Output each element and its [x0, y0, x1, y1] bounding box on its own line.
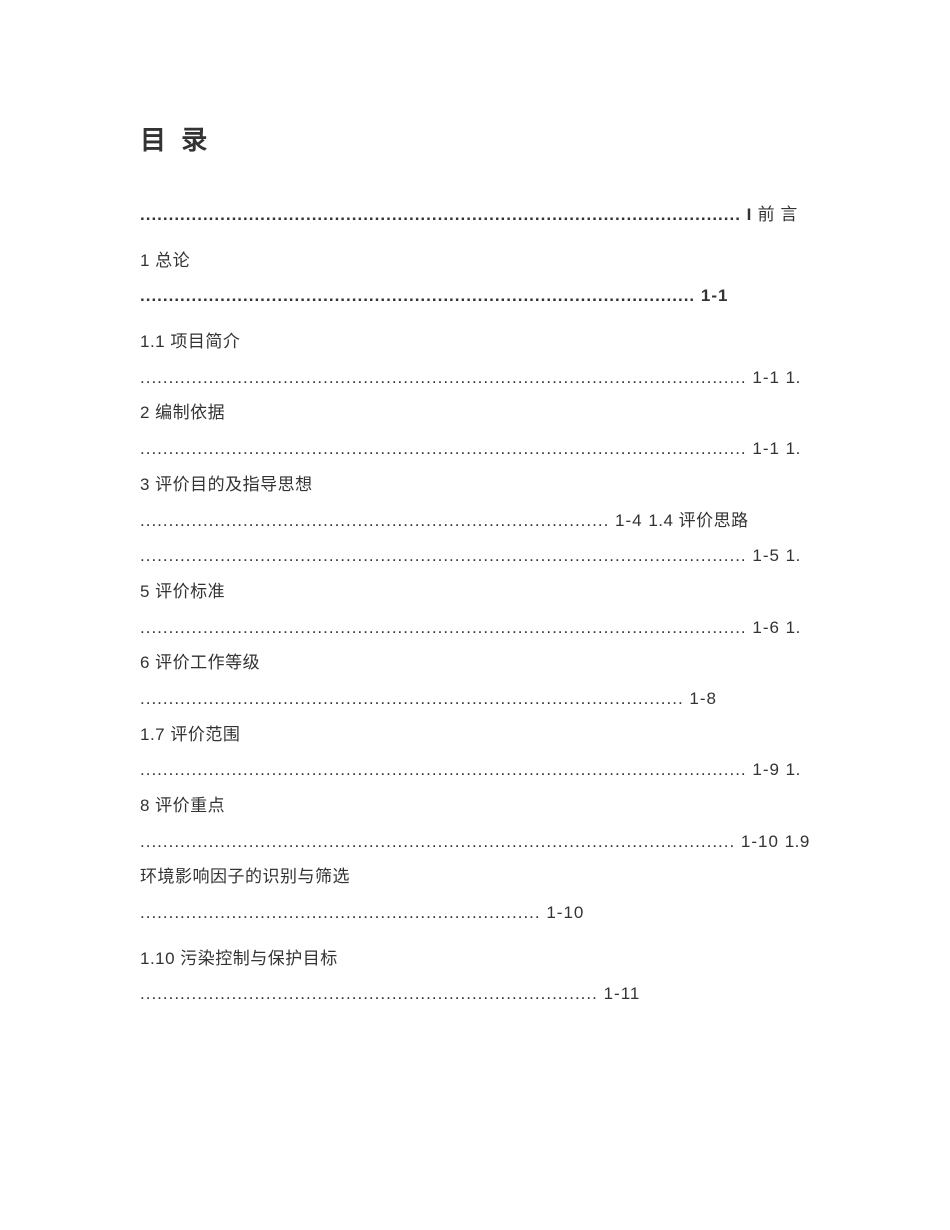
entry-1-4-label: 1.4 评价思路 [648, 511, 748, 530]
toc-entry-1-1-through-1-9: 1.1 项目简介 ...............................… [140, 324, 810, 931]
section-1-dots: ........................................… [140, 286, 728, 305]
preface-label: 前 言 [752, 205, 797, 224]
entry-1-1-dots: ........................................… [140, 368, 786, 387]
entry-1-10-dots: ........................................… [140, 984, 640, 1003]
entry-1-6-dots: ........................................… [140, 689, 717, 708]
entry-1-9-dots: ........................................… [140, 903, 584, 922]
entry-1-4-dots: ........................................… [140, 546, 786, 565]
entry-1-7-dots: ........................................… [140, 760, 786, 779]
entry-1-3-dots: ........................................… [140, 511, 648, 530]
toc-body: ........................................… [140, 197, 810, 1012]
toc-entry-1-10: 1.10 污染控制与保护目标 .........................… [140, 941, 810, 1012]
entry-1-8-dots: ........................................… [140, 832, 785, 851]
toc-entry-section-1: 1 总论 ...................................… [140, 243, 810, 314]
entry-1-2-dots: ........................................… [140, 439, 786, 458]
toc-entry-preface: ........................................… [140, 197, 810, 233]
entry-1-10-label: 1.10 污染控制与保护目标 [140, 949, 338, 968]
section-1-label: 1 总论 [140, 251, 190, 270]
toc-title: 目 录 [140, 120, 810, 157]
preface-dots: ........................................… [140, 205, 752, 224]
entry-1-5-dots: ........................................… [140, 618, 786, 637]
entry-1-1-label: 1.1 项目简介 [140, 332, 240, 351]
entry-1-7-label: 1.7 评价范围 [140, 725, 240, 744]
